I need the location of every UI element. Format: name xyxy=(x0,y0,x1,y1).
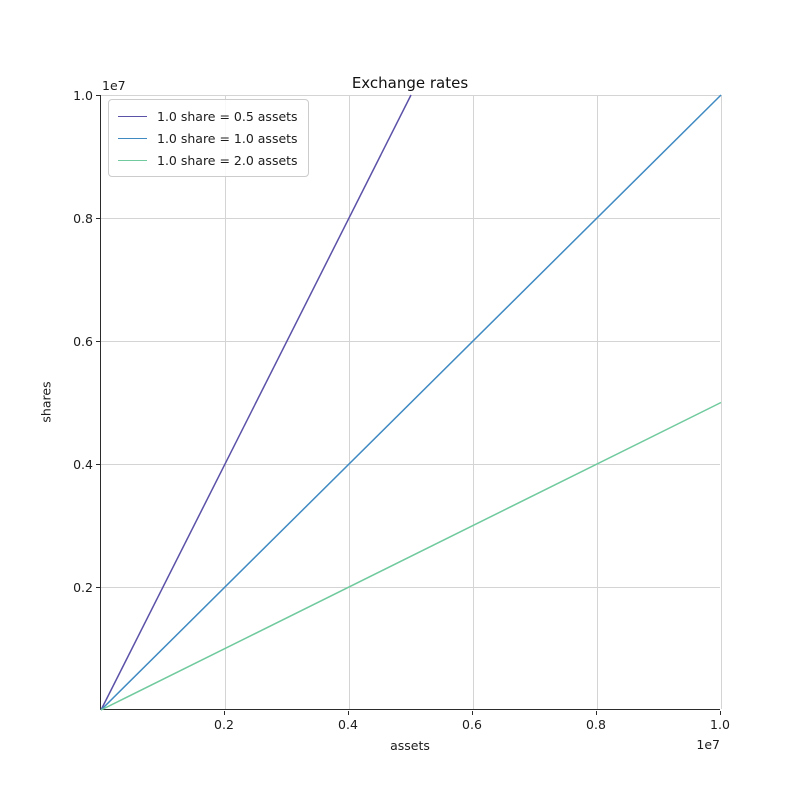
legend-item-1: 1.0 share = 1.0 assets xyxy=(118,127,298,149)
y-tick-label-0.8: 0.8 xyxy=(73,210,93,226)
y-tick-label-0.2: 0.2 xyxy=(73,579,93,595)
series-line-2 xyxy=(100,401,722,711)
y-tick-mark-1.0 xyxy=(96,94,100,96)
y-tick-mark-0.4 xyxy=(96,463,100,465)
series-line-1 xyxy=(100,94,722,711)
y-tick-mark-0.8 xyxy=(96,217,100,219)
x-tick-mark-0.8 xyxy=(595,711,597,715)
gridline-x-0.6 xyxy=(472,95,474,709)
legend-item-0: 1.0 share = 0.5 assets xyxy=(118,105,298,127)
y-axis-offset-text: 1e7 xyxy=(102,78,126,93)
x-tick-label-0.6: 0.6 xyxy=(462,717,482,732)
x-tick-mark-0.6 xyxy=(471,711,473,715)
gridline-y-0.6 xyxy=(101,340,720,342)
legend-item-2: 1.0 share = 2.0 assets xyxy=(118,149,298,171)
y-tick-label-0.6: 0.6 xyxy=(73,333,93,349)
x-tick-mark-0.2 xyxy=(223,711,225,715)
chart-title: Exchange rates xyxy=(351,74,469,92)
plot-area: 1.0 share = 0.5 assets 1.0 share = 1.0 as… xyxy=(100,94,722,711)
series-plot xyxy=(100,94,722,711)
x-axis-label: assets xyxy=(390,738,430,753)
legend-label-0: 1.0 share = 0.5 assets xyxy=(157,108,298,124)
legend-swatch-0 xyxy=(118,115,147,117)
y-tick-label-0.4: 0.4 xyxy=(73,456,93,472)
gridline-y-0.4 xyxy=(101,463,720,465)
gridline-x-0.4 xyxy=(348,95,350,709)
y-tick-mark-0.2 xyxy=(96,586,100,588)
legend-swatch-1 xyxy=(118,137,147,139)
x-axis-offset-text: 1e7 xyxy=(696,737,720,752)
x-tick-label-0.2: 0.2 xyxy=(214,717,234,732)
x-tick-label-1.0: 1.0 xyxy=(710,717,730,732)
x-tick-label-0.4: 0.4 xyxy=(338,717,358,732)
y-tick-label-1.0: 1.0 xyxy=(73,87,93,103)
x-tick-mark-0.4 xyxy=(347,711,349,715)
x-tick-mark-1.0 xyxy=(719,711,721,715)
y-axis-label: shares xyxy=(38,381,54,423)
gridline-x-0.2 xyxy=(224,95,226,709)
legend-label-2: 1.0 share = 2.0 assets xyxy=(157,152,298,168)
gridline-x-0.8 xyxy=(596,95,598,709)
y-tick-mark-0.6 xyxy=(96,340,100,342)
legend-swatch-2 xyxy=(118,159,147,161)
gridline-x-1.0 xyxy=(720,95,722,709)
legend-label-1: 1.0 share = 1.0 assets xyxy=(157,130,298,146)
gridline-y-0.8 xyxy=(101,217,720,219)
series-line-0 xyxy=(100,94,412,711)
legend: 1.0 share = 0.5 assets 1.0 share = 1.0 as… xyxy=(108,99,309,177)
gridline-y-0.2 xyxy=(101,586,720,588)
x-tick-label-0.8: 0.8 xyxy=(586,717,606,732)
